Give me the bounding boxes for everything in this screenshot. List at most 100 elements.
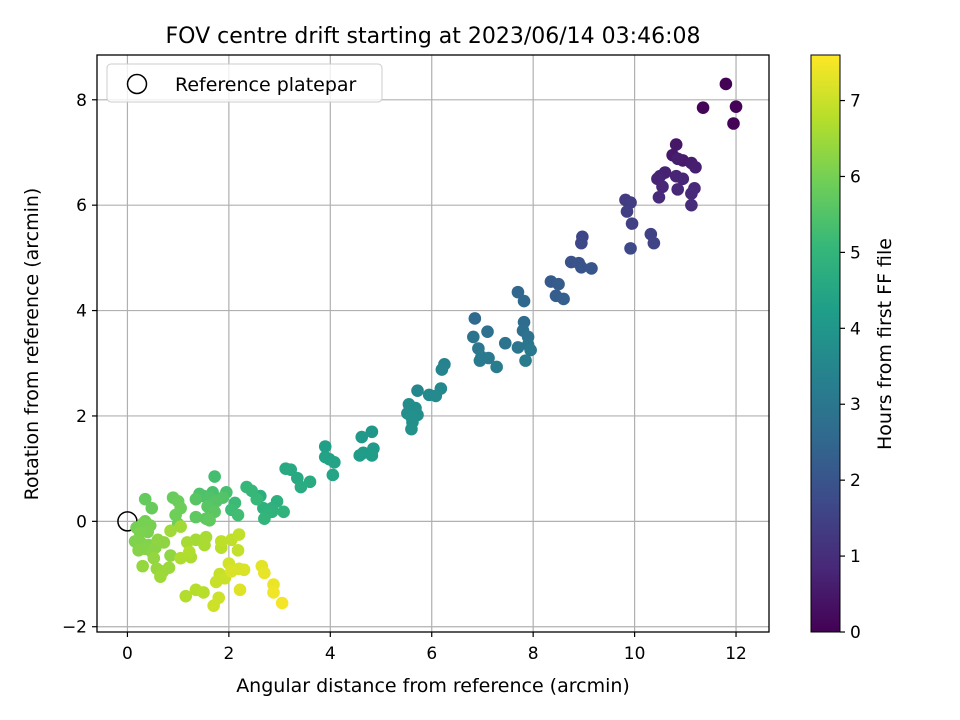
data-point <box>557 292 570 306</box>
data-point <box>473 354 487 367</box>
data-point <box>258 566 271 580</box>
data-point <box>231 508 245 522</box>
data-point <box>365 449 379 462</box>
colorbar-tick-label: 5 <box>850 243 861 263</box>
data-point <box>468 312 482 325</box>
data-point <box>303 475 317 489</box>
data-point <box>231 544 245 557</box>
x-tick-label: 4 <box>325 644 336 664</box>
data-point <box>511 341 525 354</box>
data-point <box>179 589 193 603</box>
x-tick-label: 8 <box>528 644 539 664</box>
data-point <box>671 152 685 166</box>
data-point <box>575 236 588 250</box>
data-point <box>258 512 271 526</box>
data-point <box>689 160 702 174</box>
x-tick-label: 10 <box>624 644 646 664</box>
colorbar-tick-label: 2 <box>850 471 861 491</box>
data-point <box>214 535 228 548</box>
data-point <box>652 190 666 204</box>
data-point <box>275 596 289 610</box>
data-point <box>162 561 176 575</box>
data-point <box>328 456 341 469</box>
colorbar-ticks: 0 1 2 3 4 5 6 7 <box>840 92 861 643</box>
legend-box <box>106 63 383 103</box>
data-point <box>467 330 480 344</box>
colorbar-label: Hours from first FF file <box>874 238 896 450</box>
data-point <box>157 536 171 549</box>
data-point <box>624 242 637 255</box>
data-point <box>519 354 532 367</box>
data-point <box>233 583 247 597</box>
y-axis-label: Rotation from reference (arcmin) <box>21 188 43 501</box>
data-point <box>481 325 494 338</box>
legend-entry-label: Reference platepar <box>175 74 357 96</box>
data-point <box>656 180 669 194</box>
x-tick-label: 6 <box>426 644 437 664</box>
data-point <box>719 77 733 91</box>
colorbar <box>810 54 841 633</box>
legend: Reference platepar <box>106 63 383 103</box>
x-tick-label: 12 <box>725 644 747 664</box>
x-tick-label: 2 <box>223 644 234 664</box>
data-point <box>676 172 690 186</box>
y-tick-label: 0 <box>76 512 87 532</box>
colorbar-tick-label: 3 <box>850 395 861 415</box>
data-point <box>318 440 332 453</box>
data-point <box>189 492 203 506</box>
x-axis-ticks: 0 2 4 6 8 10 12 <box>122 632 747 664</box>
colorbar-tick-label: 4 <box>850 319 861 339</box>
data-point <box>685 187 698 200</box>
colorbar-tick-label: 1 <box>850 547 861 567</box>
data-point <box>164 524 177 538</box>
colorbar-tick-label: 7 <box>850 92 861 112</box>
data-point <box>353 449 367 462</box>
data-point <box>429 389 443 403</box>
data-point <box>145 501 159 515</box>
data-point <box>411 384 424 397</box>
colorbar-tick-label: 0 <box>850 623 861 643</box>
data-point <box>189 510 203 524</box>
data-point <box>524 343 537 357</box>
data-point <box>498 336 512 350</box>
data-point <box>208 470 221 483</box>
y-tick-label: −2 <box>62 618 87 638</box>
legend-marker-icon <box>126 73 148 95</box>
data-point <box>174 551 187 565</box>
x-axis-label: Angular distance from reference (arcmin) <box>236 675 630 697</box>
data-point <box>585 262 598 275</box>
x-tick-label: 0 <box>122 644 133 664</box>
data-point <box>197 586 210 599</box>
data-point <box>575 261 588 274</box>
data-point <box>207 599 220 612</box>
colorbar-tick-label: 6 <box>850 167 861 187</box>
data-point <box>511 285 525 299</box>
data-point <box>267 586 280 599</box>
data-point <box>365 425 379 439</box>
data-point <box>225 565 238 578</box>
data-point <box>284 463 298 477</box>
y-tick-label: 6 <box>76 196 87 216</box>
data-point <box>552 277 565 291</box>
chart-title: FOV centre drift starting at 2023/06/14 … <box>166 24 701 49</box>
y-tick-label: 8 <box>76 91 87 111</box>
data-point <box>517 294 531 308</box>
data-point <box>180 536 194 549</box>
data-point <box>237 563 251 577</box>
data-point <box>647 236 661 250</box>
data-point <box>671 183 685 196</box>
data-point <box>183 545 196 559</box>
data-point <box>620 205 634 218</box>
data-point <box>490 360 503 374</box>
data-point <box>138 492 152 506</box>
y-axis-ticks: −2 0 2 4 6 8 <box>62 91 97 638</box>
y-tick-label: 2 <box>76 407 87 427</box>
data-point <box>355 430 369 444</box>
data-point <box>625 217 639 230</box>
data-point <box>435 363 449 376</box>
data-point <box>250 492 264 506</box>
data-point <box>685 198 698 212</box>
y-tick-label: 4 <box>76 302 87 322</box>
data-point <box>232 528 246 541</box>
